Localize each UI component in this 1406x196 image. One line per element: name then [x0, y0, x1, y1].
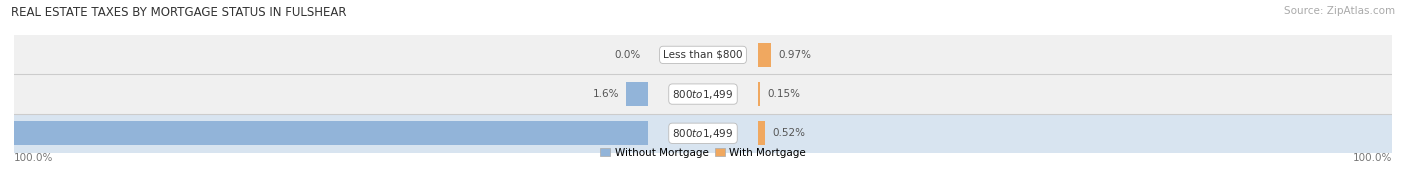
- Bar: [14, 74, 1392, 114]
- Legend: Without Mortgage, With Mortgage: Without Mortgage, With Mortgage: [596, 143, 810, 162]
- Text: 1.6%: 1.6%: [592, 89, 619, 99]
- Text: $800 to $1,499: $800 to $1,499: [672, 88, 734, 101]
- Bar: [14, 114, 1392, 153]
- Bar: [758, 121, 765, 145]
- Text: 0.0%: 0.0%: [614, 50, 641, 60]
- Text: 100.0%: 100.0%: [14, 153, 53, 163]
- Text: Less than $800: Less than $800: [664, 50, 742, 60]
- Text: 0.15%: 0.15%: [768, 89, 800, 99]
- Text: 0.52%: 0.52%: [772, 128, 806, 138]
- Text: $800 to $1,499: $800 to $1,499: [672, 127, 734, 140]
- Text: 0.97%: 0.97%: [779, 50, 811, 60]
- Text: Source: ZipAtlas.com: Source: ZipAtlas.com: [1284, 6, 1395, 16]
- Bar: [626, 82, 648, 106]
- Bar: [758, 43, 772, 67]
- Bar: [758, 82, 761, 106]
- Text: 100.0%: 100.0%: [1353, 153, 1392, 163]
- Bar: [0, 121, 648, 145]
- Text: REAL ESTATE TAXES BY MORTGAGE STATUS IN FULSHEAR: REAL ESTATE TAXES BY MORTGAGE STATUS IN …: [11, 6, 347, 19]
- Bar: [14, 35, 1392, 74]
